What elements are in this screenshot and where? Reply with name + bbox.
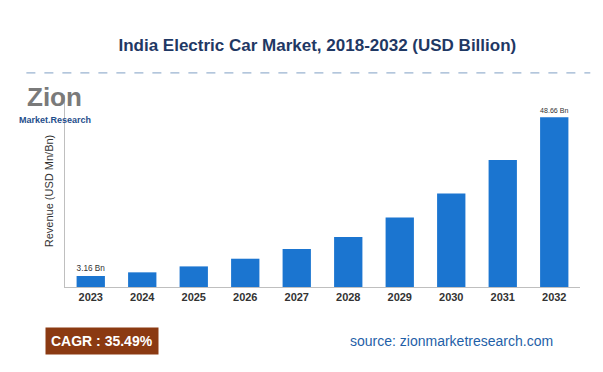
svg-text:2027: 2027 (285, 291, 309, 303)
svg-text:2026: 2026 (233, 291, 257, 303)
svg-text:48.66 Bn: 48.66 Bn (540, 107, 568, 114)
svg-text:Zion: Zion (27, 82, 82, 112)
svg-text:2029: 2029 (388, 291, 412, 303)
svg-text:2028: 2028 (336, 291, 360, 303)
svg-text:source: zionmarketresearch.com: source: zionmarketresearch.com (350, 333, 553, 349)
svg-text:CAGR : 35.49%: CAGR : 35.49% (51, 333, 153, 349)
svg-text:2032: 2032 (542, 291, 566, 303)
svg-text:Revenue (USD Mn/Bn): Revenue (USD Mn/Bn) (43, 135, 55, 248)
svg-text:India Electric Car Market, 201: India Electric Car Market, 2018-2032 (US… (118, 36, 516, 55)
svg-text:3.16 Bn: 3.16 Bn (77, 264, 106, 273)
svg-text:2025: 2025 (182, 291, 206, 303)
svg-text:Market.Research: Market.Research (19, 115, 91, 125)
svg-text:2031: 2031 (491, 291, 515, 303)
svg-text:2024: 2024 (130, 291, 155, 303)
svg-text:2023: 2023 (79, 291, 103, 303)
svg-text:2030: 2030 (439, 291, 463, 303)
